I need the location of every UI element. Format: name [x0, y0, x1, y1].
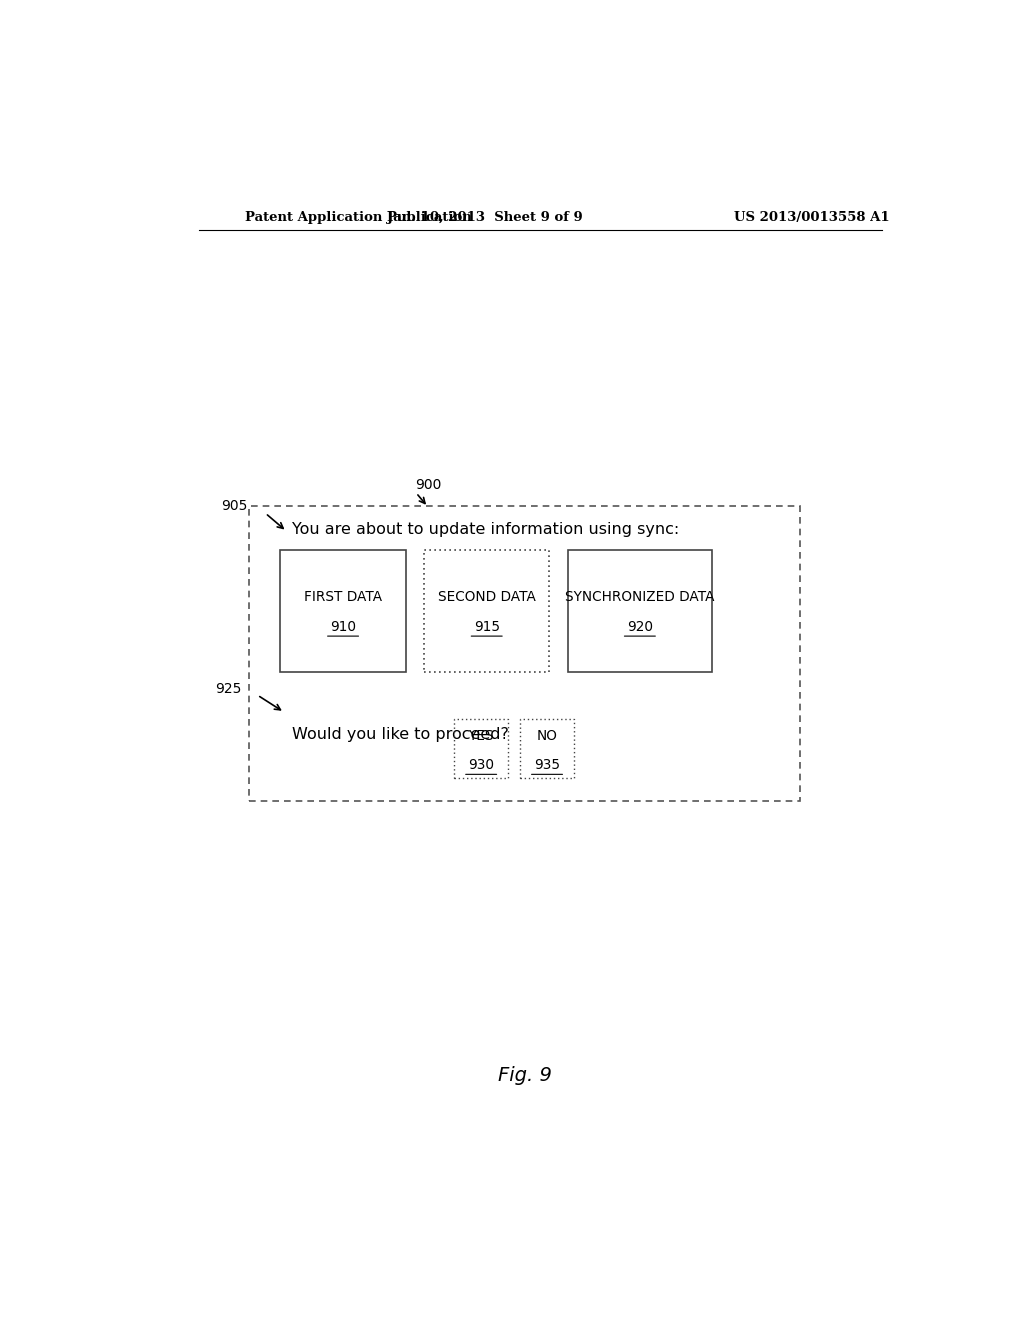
Text: You are about to update information using sync:: You are about to update information usin…	[292, 521, 680, 537]
Text: YES: YES	[468, 729, 494, 743]
Text: 900: 900	[415, 478, 441, 492]
Text: SECOND DATA: SECOND DATA	[438, 590, 536, 605]
Bar	[567, 549, 712, 672]
Text: Would you like to proceed?: Would you like to proceed?	[292, 727, 509, 742]
Bar	[281, 549, 406, 672]
Bar	[520, 719, 574, 779]
Text: NO: NO	[537, 729, 557, 743]
Text: Fig. 9: Fig. 9	[498, 1065, 552, 1085]
Text: 905: 905	[220, 499, 247, 513]
Text: Patent Application Publication: Patent Application Publication	[246, 211, 472, 224]
Bar	[424, 549, 550, 672]
Text: 925: 925	[215, 682, 242, 696]
Bar	[455, 719, 508, 779]
Text: SYNCHRONIZED DATA: SYNCHRONIZED DATA	[565, 590, 715, 605]
Text: 920: 920	[627, 620, 653, 634]
Text: Jan. 10, 2013  Sheet 9 of 9: Jan. 10, 2013 Sheet 9 of 9	[387, 211, 583, 224]
Text: US 2013/0013558 A1: US 2013/0013558 A1	[734, 211, 890, 224]
Text: 935: 935	[534, 758, 560, 772]
Text: 910: 910	[330, 620, 356, 634]
Text: 930: 930	[468, 758, 495, 772]
Bar	[249, 506, 800, 801]
Text: FIRST DATA: FIRST DATA	[304, 590, 382, 605]
Text: 915: 915	[474, 620, 500, 634]
